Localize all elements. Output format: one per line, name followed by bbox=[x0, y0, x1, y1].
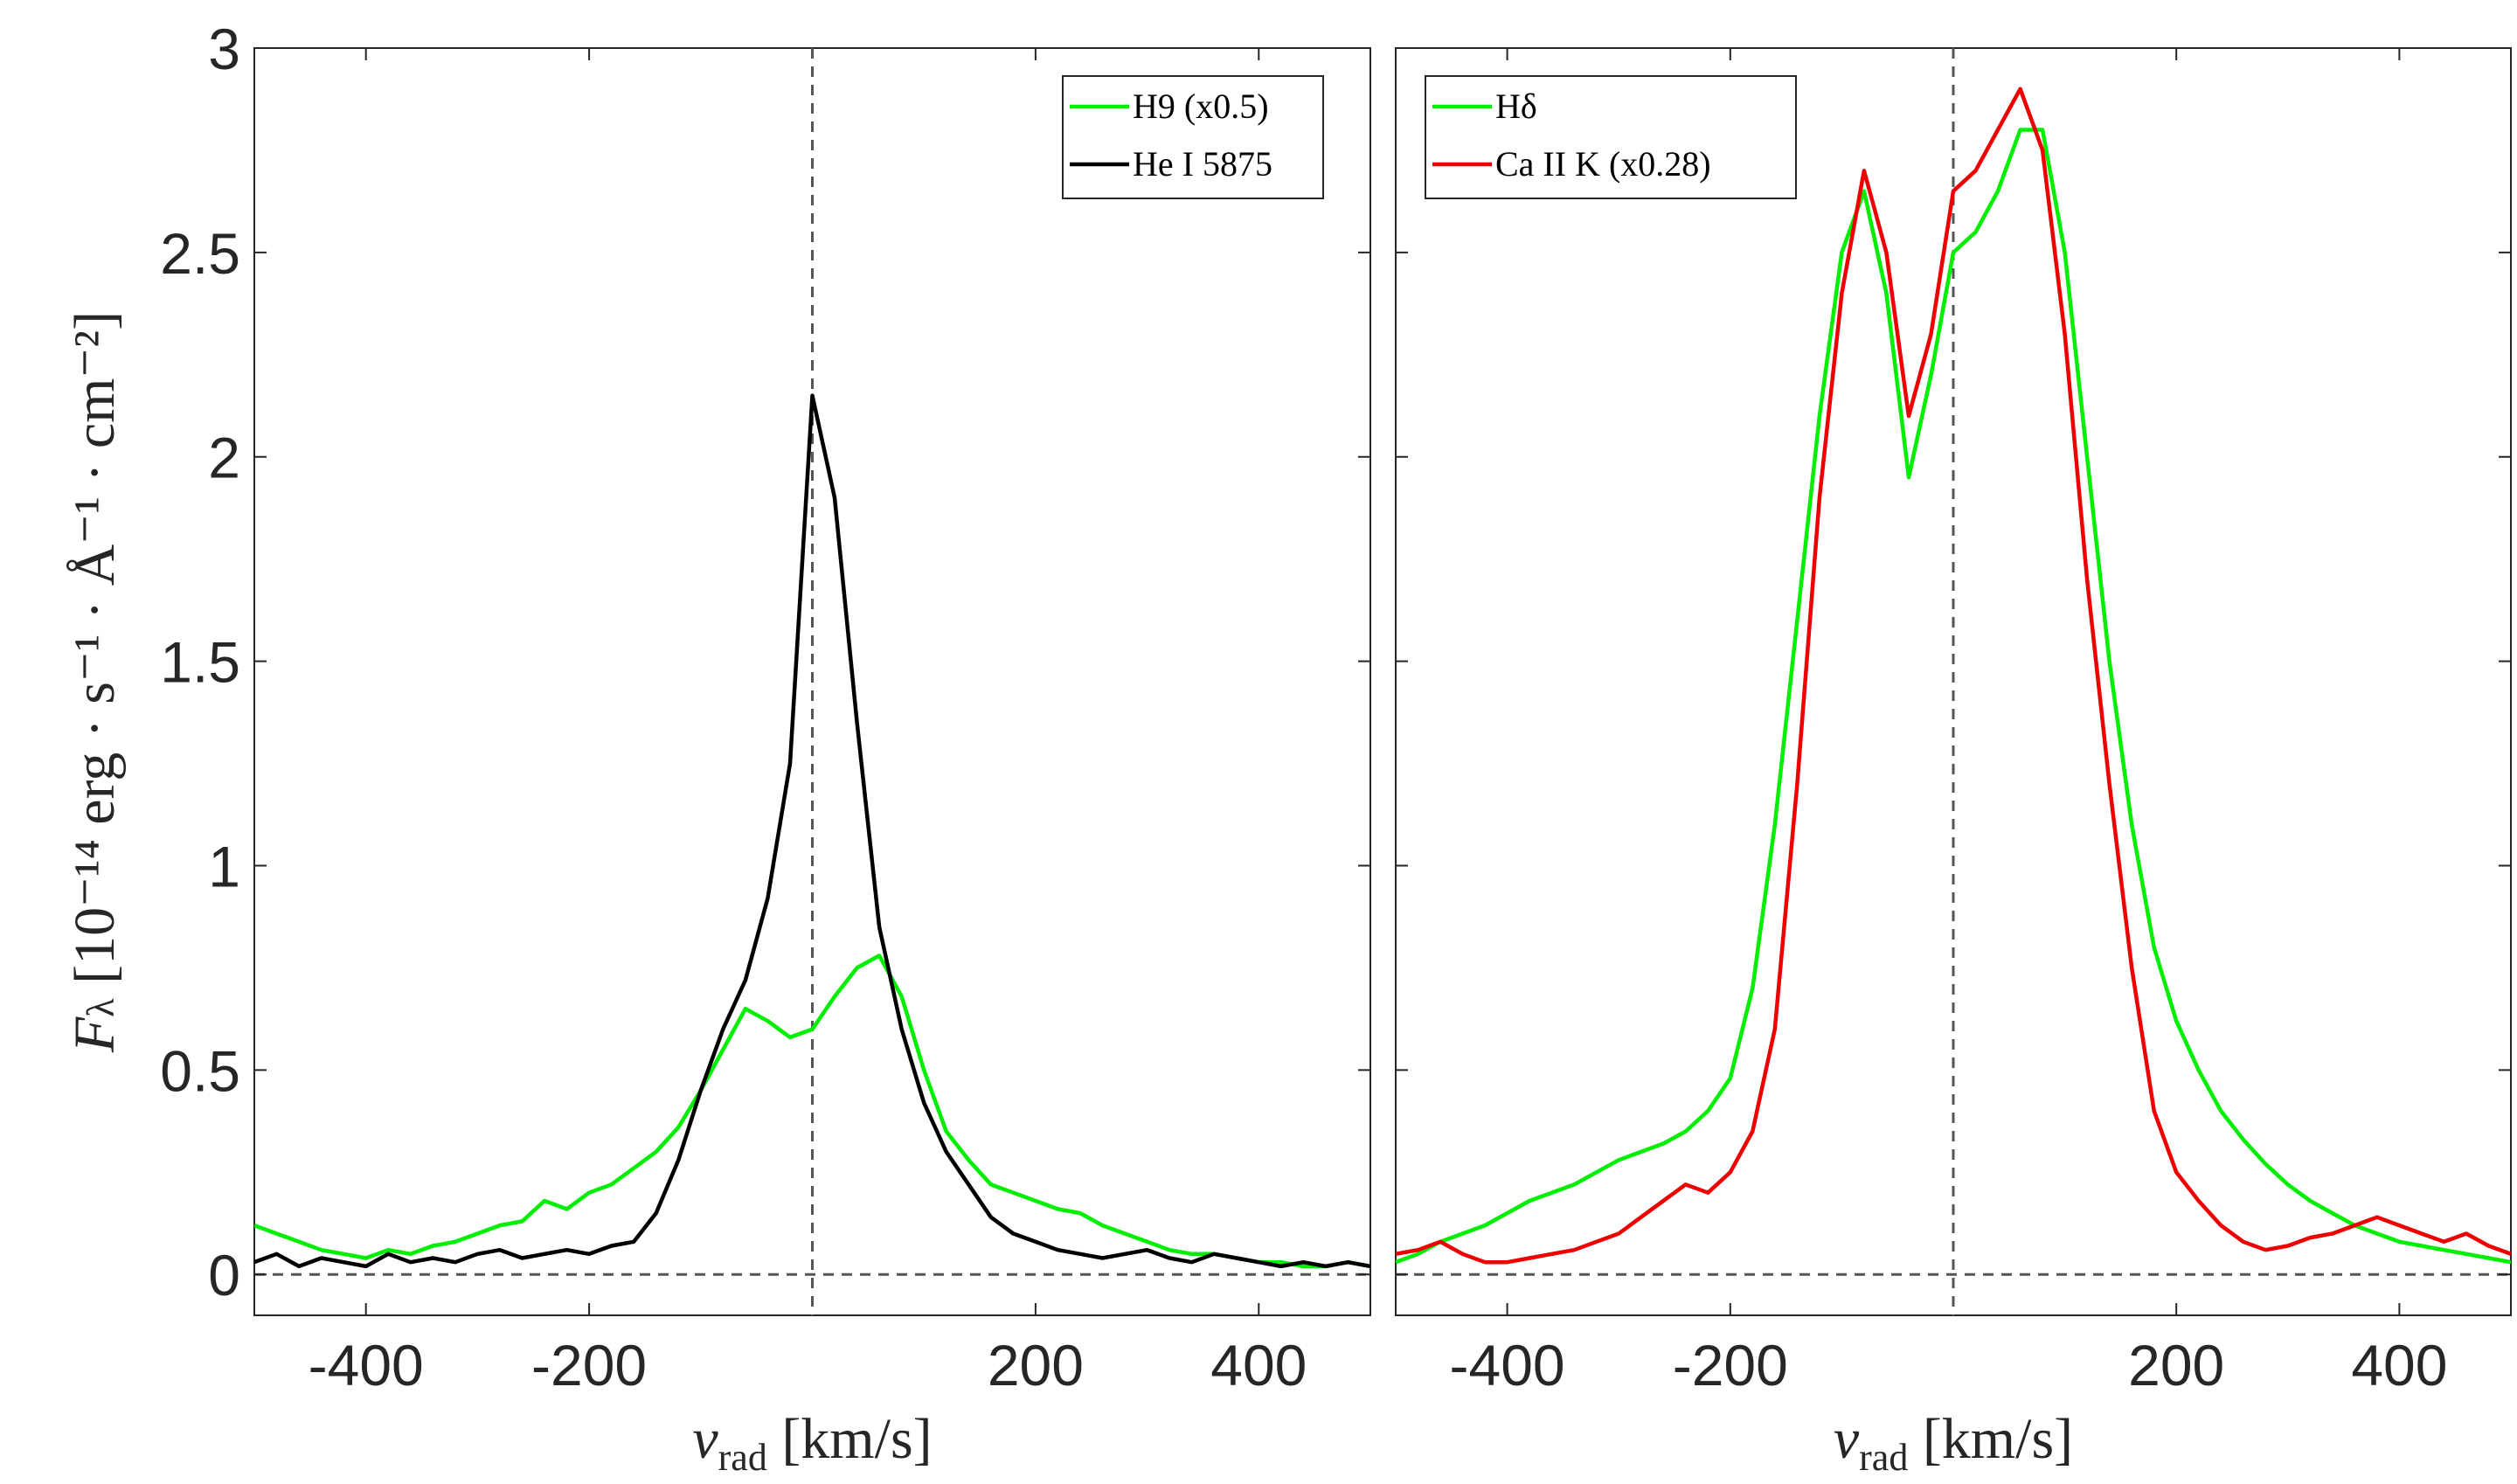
label-sub: rad bbox=[718, 1436, 767, 1479]
series-line bbox=[1396, 87, 2511, 1265]
legend-box bbox=[1425, 75, 1797, 199]
y-tick-label: 2.5 bbox=[160, 221, 240, 286]
y-tick-label: 1 bbox=[208, 834, 240, 898]
legend-label: Hδ bbox=[1495, 87, 1537, 126]
label-main: v bbox=[1834, 1407, 1860, 1471]
y-tick-label: 0.5 bbox=[160, 1038, 240, 1103]
axis-label: Fλ [10⁻¹⁴ erg · s⁻¹ · Å⁻¹ · cm⁻²] bbox=[63, 311, 127, 1053]
x-tick-label: 200 bbox=[2128, 1333, 2224, 1397]
label-sub: λ bbox=[80, 998, 122, 1017]
x-tick-label: 400 bbox=[2351, 1333, 2447, 1397]
y-tick-label: 2 bbox=[208, 426, 240, 490]
label-main: F bbox=[63, 1016, 127, 1053]
plot-lines bbox=[1396, 87, 2511, 1265]
series-line bbox=[254, 954, 1370, 1269]
series-line bbox=[1396, 128, 2511, 1265]
x-tick-label: 200 bbox=[988, 1333, 1084, 1397]
x-tick-label: -200 bbox=[1673, 1333, 1788, 1397]
label-rest: [10⁻¹⁴ erg · s⁻¹ · Å⁻¹ · cm⁻²] bbox=[63, 311, 127, 998]
label-rest: [km/s] bbox=[1908, 1407, 2073, 1471]
x-tick-label: -400 bbox=[309, 1333, 424, 1397]
label-rest: [km/s] bbox=[767, 1407, 933, 1471]
legend-label: He I 5875 bbox=[1133, 144, 1272, 184]
label-sub: rad bbox=[1859, 1436, 1908, 1479]
legend-label: H9 (x0.5) bbox=[1133, 87, 1269, 126]
legend-label: Ca II K (x0.28) bbox=[1495, 144, 1711, 184]
legend-box bbox=[1062, 75, 1324, 199]
x-tick-label: -200 bbox=[531, 1333, 647, 1397]
axis-label: vrad [km/s] bbox=[1834, 1407, 2073, 1479]
y-tick-label: 0 bbox=[208, 1243, 240, 1307]
series-line bbox=[254, 393, 1370, 1269]
axis-label: vrad [km/s] bbox=[692, 1407, 932, 1479]
y-tick-label: 3 bbox=[208, 17, 240, 81]
y-tick-label: 1.5 bbox=[160, 630, 240, 695]
plot-lines bbox=[254, 393, 1370, 1269]
x-tick-label: -400 bbox=[1450, 1333, 1565, 1397]
label-main: v bbox=[692, 1407, 718, 1471]
x-tick-label: 400 bbox=[1210, 1333, 1307, 1397]
